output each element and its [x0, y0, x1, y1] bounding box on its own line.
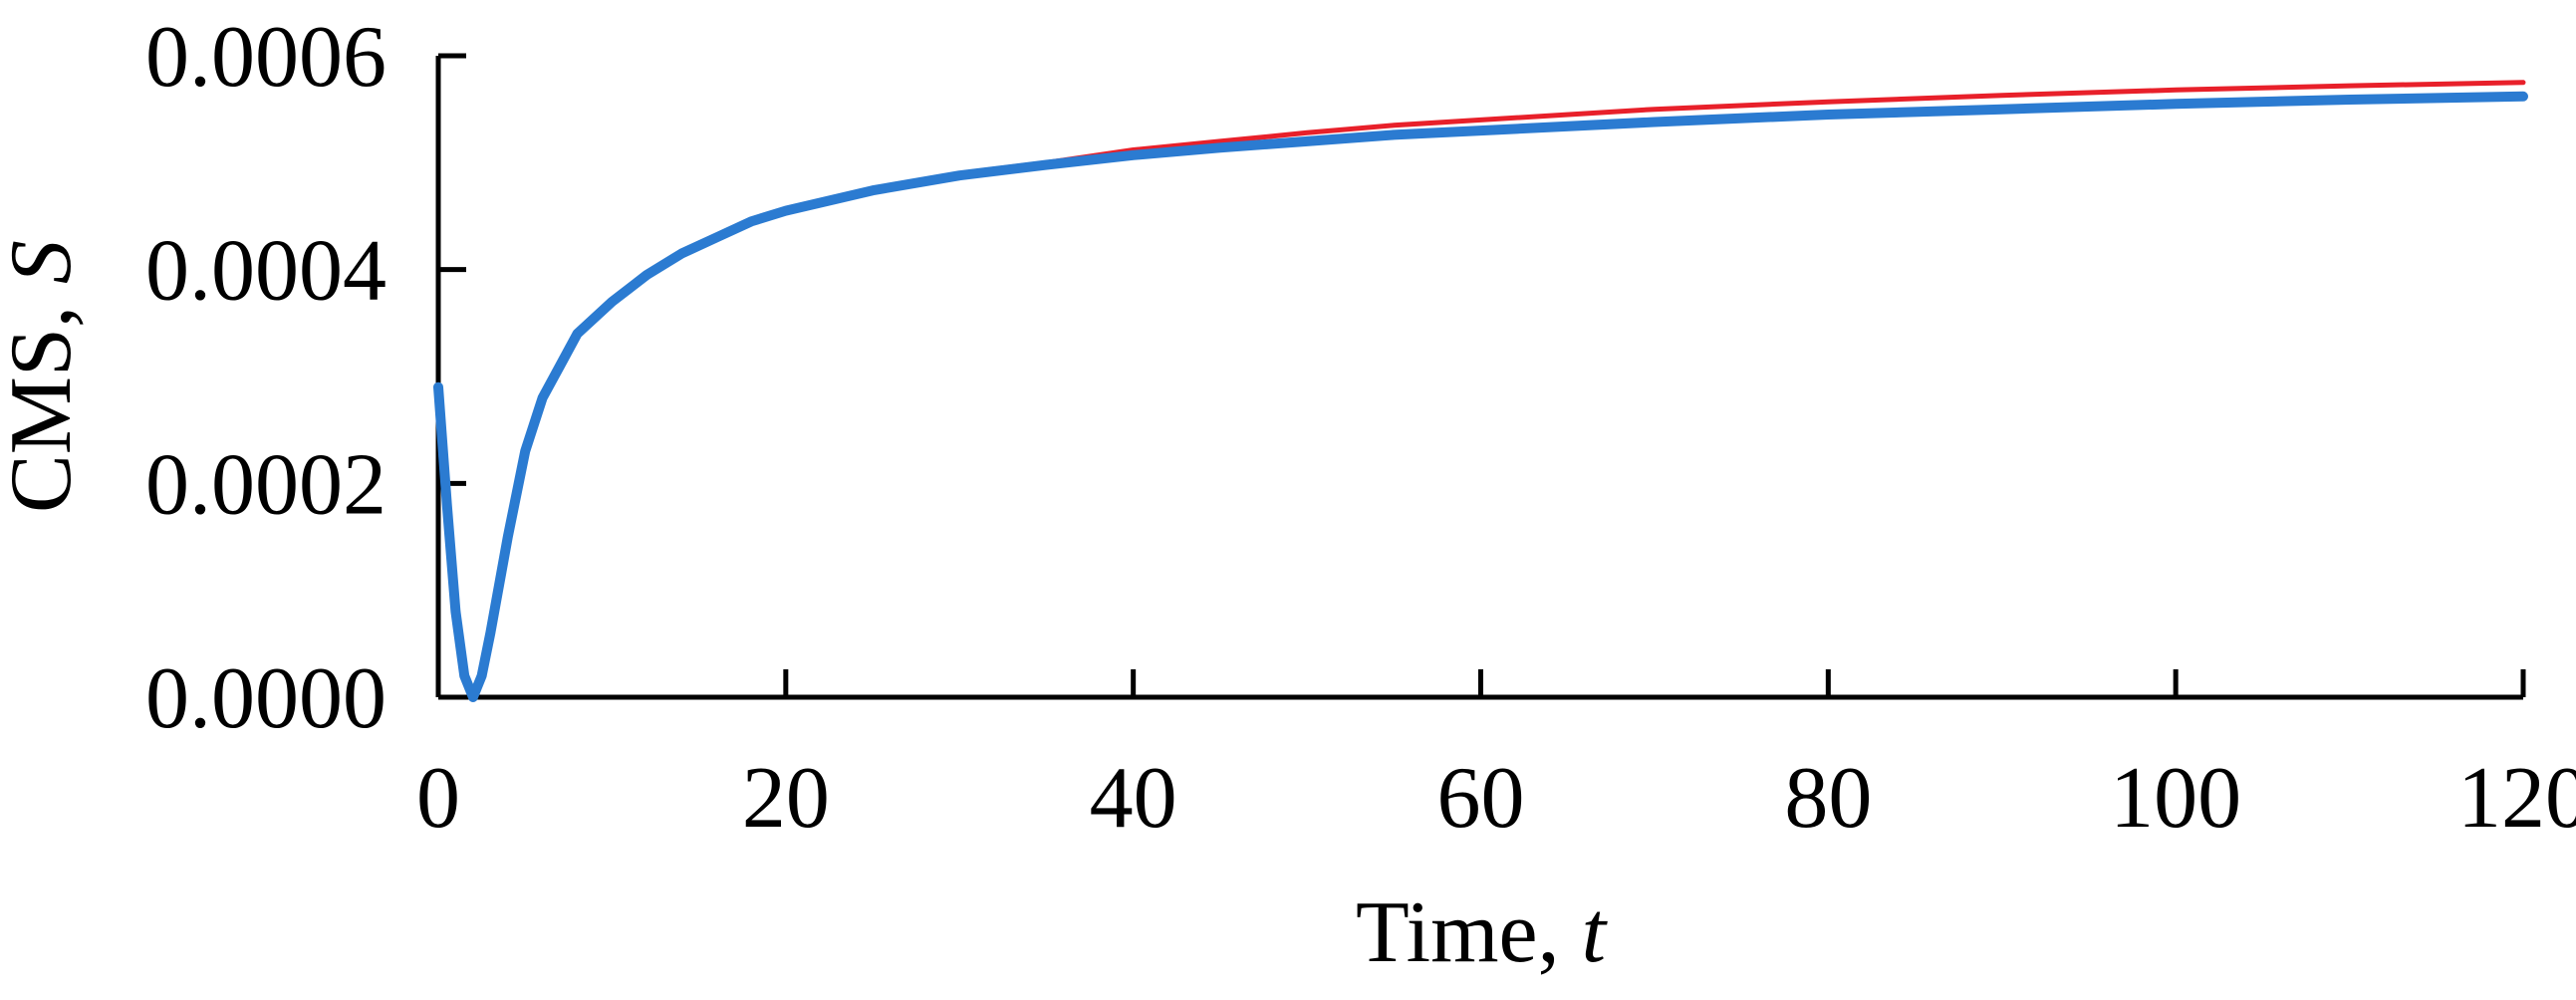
x-tick-label: 20: [742, 750, 830, 847]
x-axis-title-var: t: [1582, 884, 1609, 981]
series-line-red: [435, 80, 2526, 700]
x-tick-label: 120: [2457, 750, 2576, 847]
y-axis-title-text: CMS,: [0, 284, 90, 513]
y-tick-label: 0.0006: [145, 9, 386, 106]
y-ticks: 0.0000 0.0002 0.0004 0.0006: [145, 9, 466, 747]
x-tick-label: 0: [416, 750, 460, 847]
x-tick-label: 80: [1784, 750, 1872, 847]
x-tick-label: 60: [1437, 750, 1525, 847]
axes: [435, 56, 2523, 700]
y-axis-title-var: S: [0, 240, 90, 284]
y-tick-label: 0.0002: [145, 436, 386, 533]
series-layer: [433, 80, 2528, 702]
y-tick-label: 0.0004: [145, 223, 386, 320]
y-axis-title: CMS, S: [0, 240, 90, 513]
x-ticks: 0 20 40 60 80 100 120: [416, 669, 2576, 847]
y-tick-label: 0.0000: [145, 650, 386, 747]
series-line-blue: [433, 91, 2528, 702]
x-tick-label: 40: [1090, 750, 1177, 847]
x-axis-title-text: Time,: [1356, 884, 1582, 981]
x-axis-title: Time, t: [1356, 884, 1609, 981]
x-tick-label: 100: [2110, 750, 2241, 847]
